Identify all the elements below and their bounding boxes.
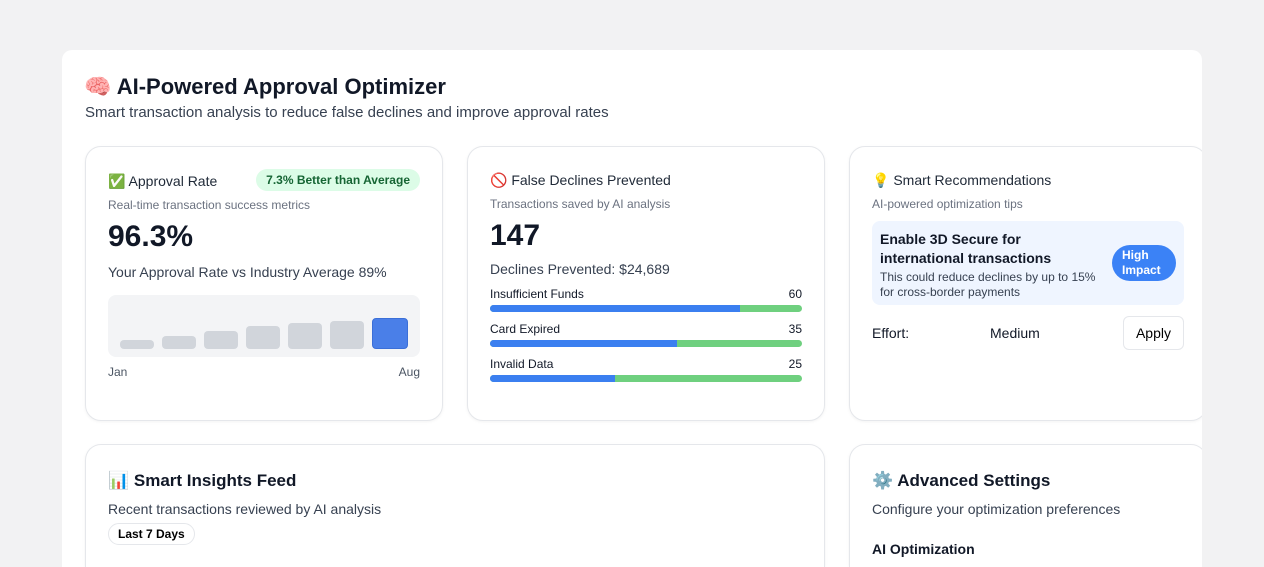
reason-label: Invalid Data — [490, 357, 554, 371]
approval-rate-card: ✅ Approval Rate 7.3% Better than Average… — [85, 146, 443, 421]
card-subtitle: Configure your optimization preferences — [872, 501, 1121, 517]
approval-rate-value: 96.3% — [108, 220, 194, 253]
progress-bar — [490, 340, 802, 347]
reason-count: 60 — [788, 287, 802, 301]
reason-label: Card Expired — [490, 322, 561, 336]
chart-end-label: Aug — [398, 365, 420, 379]
recommendation-item: Enable 3D Secure for international trans… — [872, 221, 1184, 305]
effort-row: Effort: Medium Apply — [872, 316, 1184, 350]
effort-label: Effort: — [872, 325, 910, 341]
chart-bar — [330, 321, 364, 349]
card-title: 💡 Smart Recommendations — [872, 172, 1052, 188]
declines-value: 147 — [490, 219, 541, 252]
card-subtitle: Real-time transaction success metrics — [108, 198, 311, 212]
chart-bar — [372, 318, 408, 349]
card-title: 📊 Smart Insights Feed — [108, 471, 297, 490]
approval-trend-chart — [108, 295, 420, 357]
comparison-text: Your Approval Rate vs Industry Average 8… — [108, 264, 387, 280]
card-subtitle: AI-powered optimization tips — [872, 197, 1023, 211]
decline-reason: Card Expired 35 — [490, 322, 802, 347]
progress-fill — [490, 375, 615, 382]
chart-bar — [120, 339, 154, 349]
progress-fill — [490, 340, 678, 347]
date-filter-button[interactable]: Last 7 Days — [108, 523, 195, 545]
progress-fill — [490, 305, 740, 312]
card-subtitle: Transactions saved by AI analysis — [490, 197, 671, 211]
status-badge: 7.3% Better than Average — [256, 169, 420, 191]
progress-bar — [490, 375, 802, 382]
recommendations-card: 💡 Smart Recommendations AI-powered optim… — [849, 146, 1202, 421]
decline-reason: Insufficient Funds 60 — [490, 287, 802, 312]
recommendation-description: This could reduce declines by up to 15% … — [880, 270, 1096, 299]
page-subtitle: Smart transaction analysis to reduce fal… — [85, 104, 609, 121]
chart-bar — [204, 331, 238, 349]
progress-bar — [490, 305, 802, 312]
decline-reasons-list: Insufficient Funds 60 Card Expired 35 Invali… — [490, 287, 802, 382]
chart-bar — [162, 335, 196, 349]
declines-prevented: Declines Prevented: $24,689 — [490, 261, 670, 277]
reason-count: 25 — [788, 357, 802, 371]
chart-bar — [288, 323, 322, 349]
false-declines-card: 🚫 False Declines Prevented Transactions … — [467, 146, 825, 421]
card-title: ⚙️ Advanced Settings — [872, 471, 1051, 490]
insights-card: 📊 Smart Insights Feed Recent transaction… — [85, 444, 825, 567]
card-subtitle: Recent transactions reviewed by AI analy… — [108, 501, 382, 517]
decline-reason: Invalid Data 25 — [490, 357, 802, 382]
main-panel: 🧠 AI-Powered Approval Optimizer Smart tr… — [62, 50, 1202, 567]
card-title: ✅ Approval Rate — [108, 173, 218, 189]
recommendation-title: Enable 3D Secure for international trans… — [880, 231, 1052, 266]
section-heading: AI Optimization — [872, 541, 975, 557]
card-title: 🚫 False Declines Prevented — [490, 172, 671, 188]
chart-start-label: Jan — [108, 365, 128, 379]
chart-bar — [246, 326, 280, 349]
settings-card: ⚙️ Advanced Settings Configure your opti… — [849, 444, 1202, 567]
page-title: 🧠 AI-Powered Approval Optimizer — [84, 74, 446, 99]
impact-badge: High Impact — [1112, 245, 1176, 281]
effort-value: Medium — [990, 325, 1040, 341]
apply-button[interactable]: Apply — [1122, 316, 1184, 350]
reason-label: Insufficient Funds — [490, 287, 584, 301]
reason-count: 35 — [788, 322, 802, 336]
